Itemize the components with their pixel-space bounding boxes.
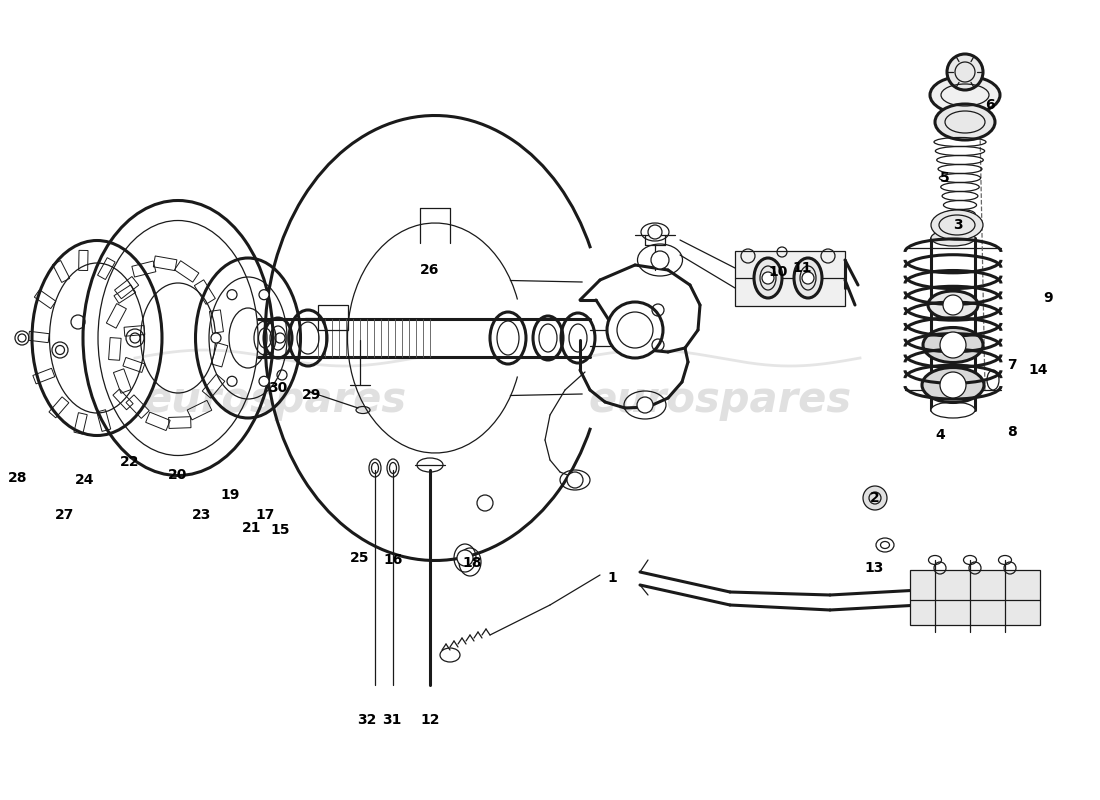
Bar (187, 400, 212, 420)
Text: 30: 30 (268, 381, 287, 395)
Bar (107, 303, 126, 328)
Text: 14: 14 (1028, 363, 1047, 377)
Bar (202, 374, 224, 398)
Bar (735, 251, 845, 306)
Circle shape (864, 486, 887, 510)
Ellipse shape (922, 367, 984, 402)
Bar (211, 342, 228, 367)
Circle shape (940, 332, 966, 358)
Text: 32: 32 (358, 713, 376, 727)
Bar (29, 331, 50, 342)
Bar (126, 395, 150, 418)
Circle shape (943, 295, 962, 315)
Bar (318, 305, 348, 330)
Text: 16: 16 (383, 553, 403, 567)
Ellipse shape (923, 327, 983, 362)
Circle shape (227, 290, 236, 300)
Bar (114, 285, 135, 303)
Text: eurospares: eurospares (588, 379, 851, 421)
Ellipse shape (754, 258, 782, 298)
Bar (175, 261, 199, 282)
Text: 7: 7 (1008, 358, 1016, 372)
Text: eurospares: eurospares (143, 379, 407, 421)
Bar (48, 397, 69, 418)
Text: 28: 28 (9, 471, 28, 485)
Text: 15: 15 (271, 523, 289, 537)
Bar (145, 412, 170, 430)
Circle shape (258, 290, 270, 300)
Circle shape (648, 225, 662, 239)
Text: 19: 19 (220, 488, 240, 502)
Circle shape (651, 251, 669, 269)
Circle shape (947, 54, 983, 90)
Circle shape (275, 333, 285, 343)
Text: 11: 11 (792, 261, 812, 275)
Text: 1: 1 (607, 571, 617, 585)
Circle shape (456, 550, 473, 566)
Circle shape (566, 472, 583, 488)
Text: 27: 27 (55, 508, 75, 522)
Bar (109, 338, 121, 360)
Text: 3: 3 (954, 218, 962, 232)
Text: 13: 13 (865, 561, 883, 575)
Text: 10: 10 (768, 265, 788, 279)
Circle shape (211, 333, 221, 343)
Text: 6: 6 (986, 98, 994, 112)
Text: 24: 24 (75, 473, 95, 487)
Text: 25: 25 (350, 551, 370, 565)
Bar (113, 369, 131, 394)
Text: 5: 5 (940, 171, 950, 185)
Bar (209, 310, 223, 334)
Bar (132, 261, 156, 277)
Bar (79, 250, 88, 270)
Ellipse shape (931, 230, 975, 246)
Bar (98, 258, 116, 279)
Ellipse shape (931, 210, 983, 240)
Text: 8: 8 (1008, 425, 1016, 439)
Text: 21: 21 (242, 521, 262, 535)
Bar (124, 326, 145, 336)
Bar (53, 261, 69, 282)
Ellipse shape (930, 76, 1000, 114)
Text: 31: 31 (383, 713, 402, 727)
Text: 26: 26 (420, 263, 440, 277)
Bar (123, 358, 145, 373)
Circle shape (802, 272, 814, 284)
Text: 2: 2 (870, 491, 880, 505)
Bar (910, 570, 1040, 625)
Circle shape (762, 272, 774, 284)
Text: 23: 23 (192, 508, 211, 522)
Ellipse shape (794, 258, 822, 298)
Bar (113, 389, 133, 410)
Bar (168, 417, 191, 429)
Text: 12: 12 (420, 713, 440, 727)
Bar (74, 413, 87, 434)
Ellipse shape (928, 291, 978, 319)
Ellipse shape (935, 104, 996, 140)
Text: 22: 22 (120, 455, 140, 469)
Bar (114, 277, 139, 298)
Text: 4: 4 (935, 428, 945, 442)
Bar (33, 368, 55, 384)
Circle shape (940, 372, 966, 398)
Text: 17: 17 (255, 508, 275, 522)
Bar (195, 280, 216, 304)
Bar (34, 290, 56, 309)
Circle shape (637, 397, 653, 413)
Circle shape (607, 302, 663, 358)
Text: 9: 9 (1043, 291, 1053, 305)
Bar (153, 256, 177, 270)
Circle shape (227, 376, 236, 386)
Text: 20: 20 (168, 468, 188, 482)
Circle shape (258, 376, 270, 386)
Bar (97, 410, 111, 431)
Text: 18: 18 (462, 556, 482, 570)
Ellipse shape (931, 402, 975, 418)
Text: 29: 29 (302, 388, 321, 402)
